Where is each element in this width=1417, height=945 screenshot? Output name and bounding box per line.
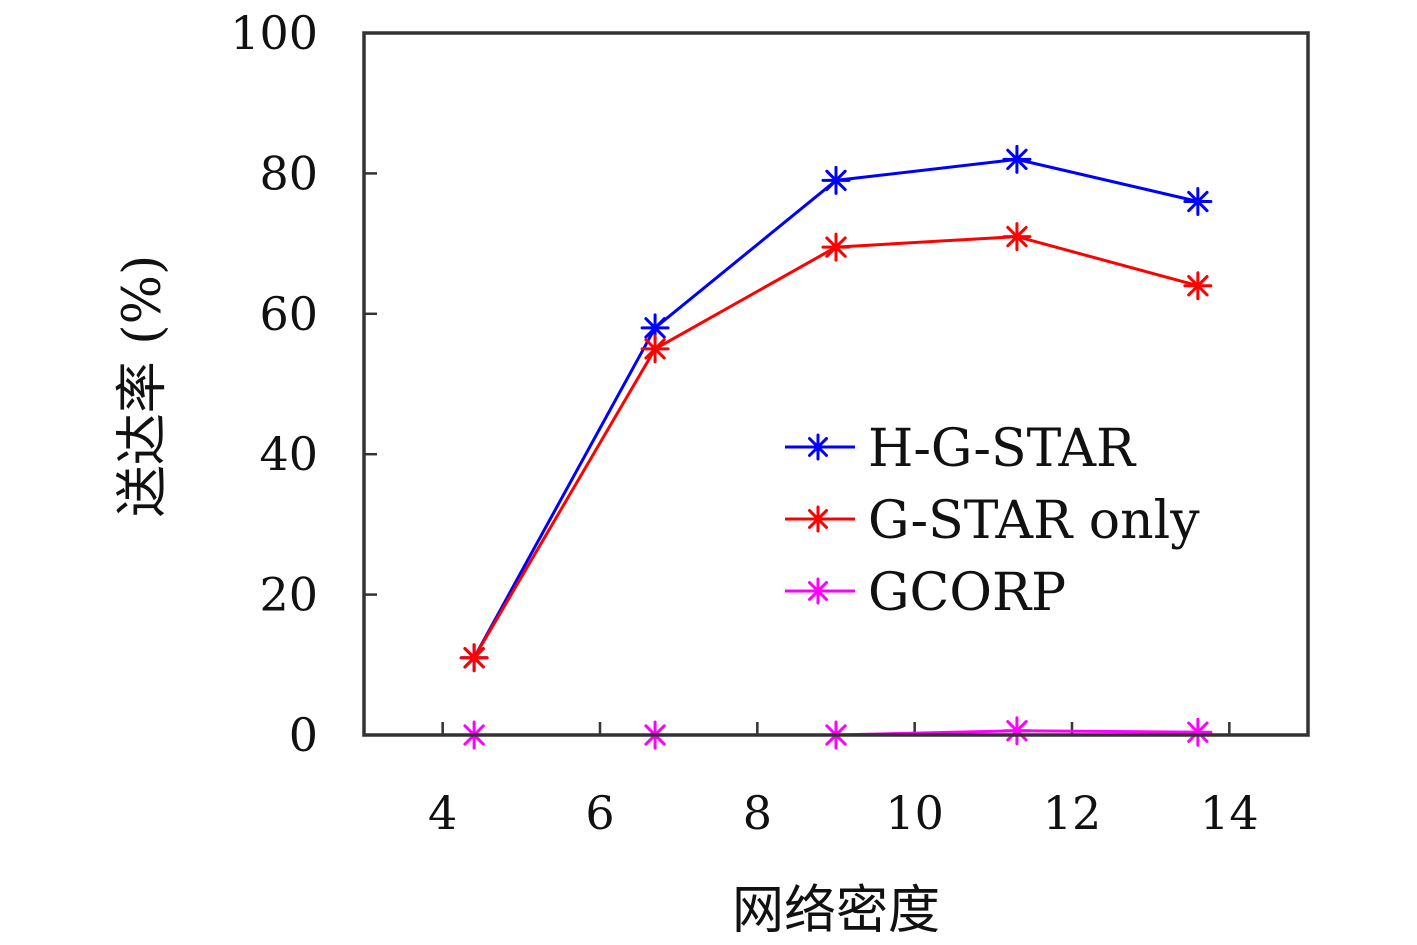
legend-entry: G-STAR only bbox=[785, 491, 1200, 551]
y-tick-label: 20 bbox=[259, 568, 318, 622]
data-point bbox=[821, 165, 851, 195]
x-tick-label: 8 bbox=[743, 786, 772, 840]
x-tick-label: 14 bbox=[1200, 786, 1259, 840]
data-point bbox=[1183, 717, 1213, 747]
tick-labels: 4 6 8 10 12 14 0 20 40 60 80 100 bbox=[230, 6, 1258, 840]
axis-ticks bbox=[364, 31, 1231, 737]
x-tick-label: 6 bbox=[585, 786, 614, 840]
legend-marker bbox=[804, 577, 832, 605]
data-point bbox=[1002, 222, 1032, 252]
x-tick-label: 10 bbox=[885, 786, 944, 840]
series-3 bbox=[459, 716, 1213, 750]
data-point bbox=[1002, 144, 1032, 174]
legend-label: H-G-STAR bbox=[868, 419, 1137, 479]
legend-marker bbox=[804, 505, 832, 533]
legend-entry: H-G-STAR bbox=[785, 419, 1137, 479]
legend: H-G-STAR G-STAR only GCORP bbox=[785, 419, 1200, 623]
data-point bbox=[1002, 716, 1032, 746]
series-layer bbox=[459, 144, 1213, 750]
x-tick-label: 4 bbox=[428, 786, 457, 840]
y-tick-label: 60 bbox=[259, 287, 318, 341]
data-point bbox=[459, 643, 489, 673]
data-point bbox=[1183, 271, 1213, 301]
legend-entry: GCORP bbox=[785, 563, 1066, 623]
legend-label: G-STAR only bbox=[868, 491, 1200, 551]
data-point bbox=[1183, 186, 1213, 216]
series-2 bbox=[459, 222, 1213, 673]
data-point bbox=[821, 232, 851, 262]
y-axis-label: 送达率 (%) bbox=[113, 255, 173, 518]
legend-label: GCORP bbox=[868, 563, 1066, 623]
x-axis-label: 网络密度 bbox=[732, 881, 940, 941]
x-tick-label: 12 bbox=[1043, 786, 1102, 840]
y-tick-label: 100 bbox=[230, 6, 318, 60]
data-point bbox=[640, 334, 670, 364]
y-tick-label: 80 bbox=[259, 146, 318, 200]
y-tick-label: 0 bbox=[289, 708, 318, 762]
legend-marker bbox=[804, 433, 832, 461]
plot-frame bbox=[362, 31, 1310, 737]
y-tick-label: 40 bbox=[259, 427, 318, 481]
